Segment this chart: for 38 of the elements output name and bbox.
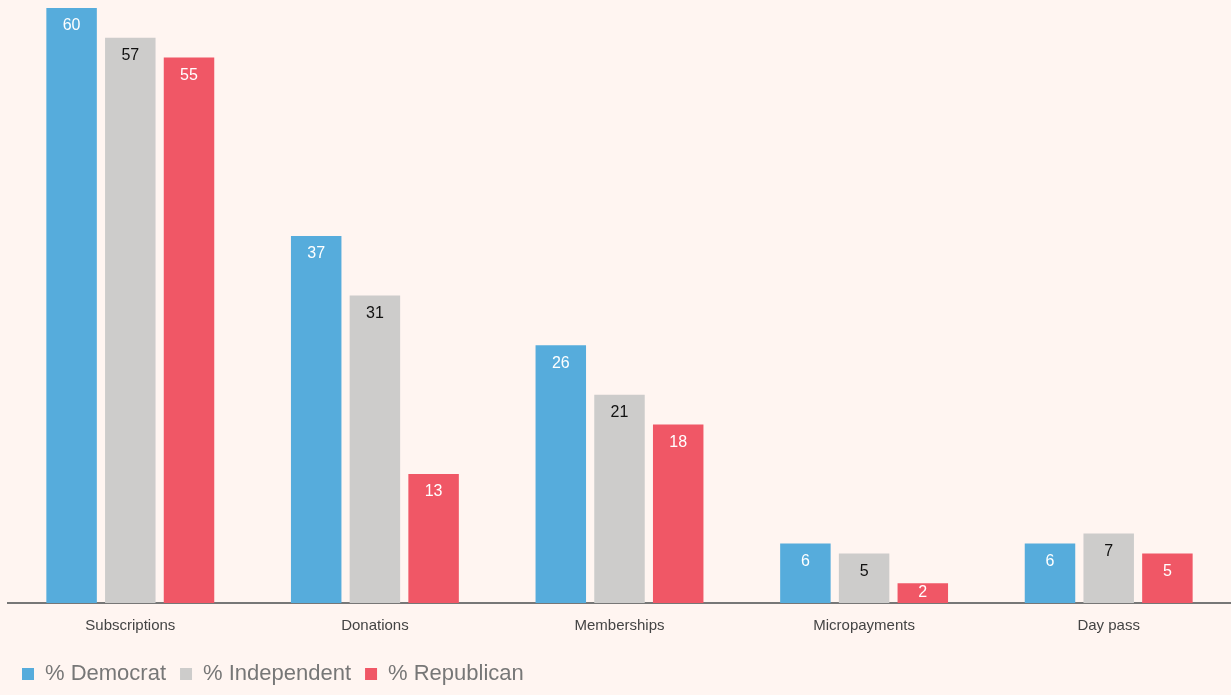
data-label: 60: [62, 16, 81, 34]
data-label: 5: [859, 561, 869, 579]
data-label: 21: [610, 403, 629, 421]
data-label: 26: [551, 353, 570, 371]
data-label: 31: [366, 303, 384, 321]
bar: [652, 424, 704, 603]
bar: [780, 543, 831, 603]
data-label: 55: [180, 65, 198, 83]
data-label: 57: [121, 46, 140, 64]
legend-label: % Independent: [203, 660, 352, 686]
x-tick-label: Day pass: [1077, 616, 1140, 634]
bar: [105, 37, 156, 603]
bar: [408, 474, 459, 603]
bar: [163, 57, 215, 603]
legend-label: % Democrat: [45, 660, 167, 686]
data-label: 6: [800, 551, 810, 569]
bar: [594, 394, 645, 603]
data-label: 2: [918, 583, 928, 601]
bar: [1083, 533, 1134, 603]
bar: [1142, 553, 1193, 603]
data-label: 18: [669, 432, 688, 450]
bar: [290, 236, 342, 603]
bar: [46, 8, 97, 603]
data-label: 37: [307, 244, 326, 262]
x-tick-label: Memberships: [574, 616, 665, 634]
x-tick-label: Micropayments: [813, 616, 915, 634]
bar: [838, 553, 890, 603]
data-label: 13: [424, 482, 443, 500]
legend-label: % Republican: [388, 660, 524, 686]
x-tick-label: Donations: [341, 616, 409, 634]
bar: [897, 583, 949, 603]
bar: [1024, 543, 1076, 603]
bar: [349, 295, 401, 603]
x-tick-label: Subscriptions: [85, 616, 176, 634]
data-label: 5: [1162, 561, 1172, 579]
bar: [535, 345, 587, 603]
data-label: 6: [1045, 551, 1055, 569]
data-label: 7: [1104, 541, 1114, 559]
